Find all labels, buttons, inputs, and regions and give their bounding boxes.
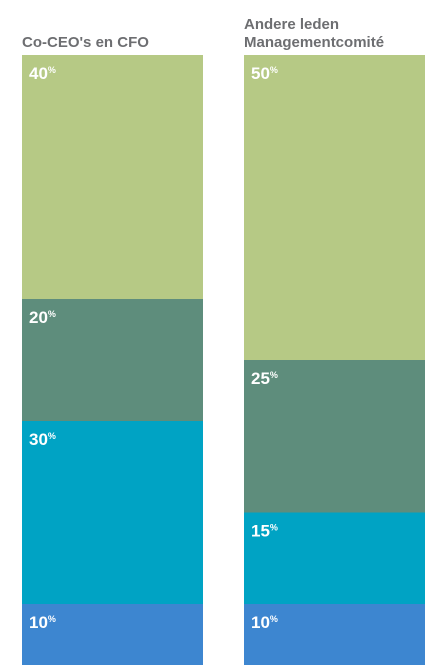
- bar-segment: [244, 512, 425, 604]
- bar-segment: [244, 55, 425, 360]
- column-title-1: Co-CEO's en CFO: [22, 34, 149, 51]
- bar-segment: [22, 421, 203, 604]
- bar-segment: [22, 299, 203, 421]
- bar-segment: [22, 604, 203, 665]
- bar-segment: [22, 55, 203, 299]
- bar-segment: [244, 360, 425, 513]
- column-title-2: Andere leden Managementcomité: [244, 16, 384, 51]
- bar-segment: [244, 604, 425, 665]
